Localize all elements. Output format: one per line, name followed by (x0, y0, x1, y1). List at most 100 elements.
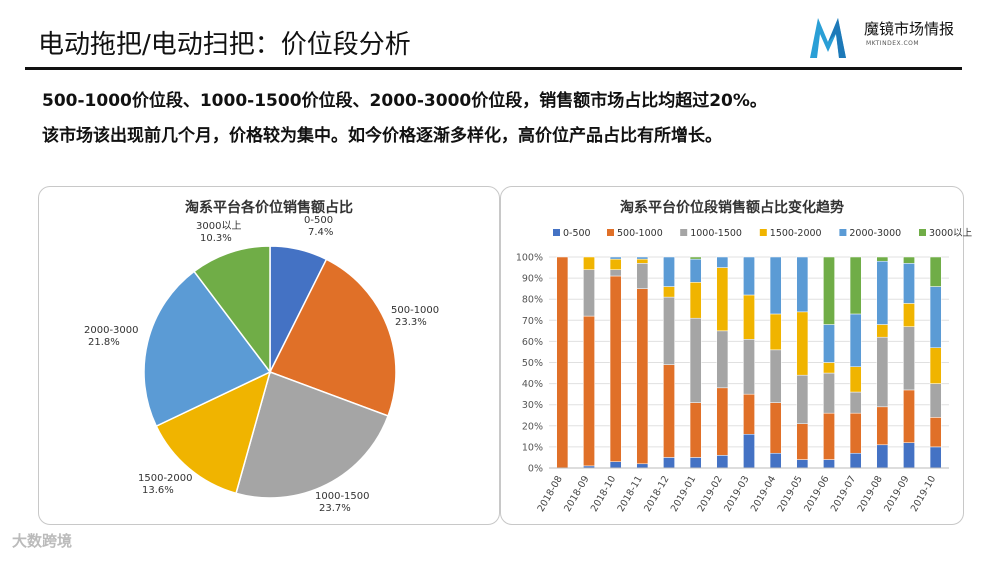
x-tick-label: 2019-02 (696, 474, 725, 514)
pie-label: 1500-2000 (138, 473, 193, 484)
y-tick-label: 60% (522, 337, 543, 348)
pie-slice-500-1000 (268, 258, 397, 417)
watermark: 大数跨境 (12, 532, 73, 550)
bar-segment-2000-3000 (823, 324, 835, 363)
bar-segment-1500-2000 (823, 362, 835, 374)
bar-segment-0-500 (823, 459, 835, 469)
legend-label: 3000以上 (929, 228, 973, 239)
y-tick-label: 10% (522, 442, 543, 453)
bar-segment-1000-1500 (903, 326, 915, 391)
bar-segment-500-1000 (743, 393, 755, 435)
bar-segment-1500-2000 (903, 303, 915, 327)
bar-segment-500-1000 (903, 389, 915, 443)
x-tick-label: 2018-12 (642, 474, 671, 514)
brand-logo-icon (810, 18, 846, 58)
bar-segment-2000-3000 (876, 260, 889, 325)
bar-segment-2000-3000 (609, 256, 622, 260)
bar-segment-1500-2000 (689, 282, 702, 319)
x-tick-label: 2019-09 (882, 474, 911, 514)
bar-segment-500-1000 (636, 288, 649, 465)
bar-segment-1000-1500 (769, 349, 782, 403)
bar-segment-1000-1500 (796, 374, 809, 424)
legend-label: 1000-1500 (690, 228, 742, 239)
bar-segment-0-500 (609, 461, 622, 469)
pie-pct-label: 10.3% (200, 233, 232, 244)
y-tick-label: 80% (522, 295, 543, 306)
bar-segment-500-1000 (796, 423, 809, 460)
x-tick-label: 2019-08 (856, 474, 885, 514)
bar-segment-2000-3000 (663, 256, 675, 287)
bar-segment-1000-1500 (823, 372, 835, 414)
bar-segment-1500-2000 (583, 256, 595, 270)
bar-segment-1500-2000 (716, 267, 729, 332)
bar-segment-500-1000 (876, 406, 889, 446)
pie-pct-label: 13.6% (142, 485, 174, 496)
bar-segment-0-500 (796, 459, 809, 469)
y-tick-label: 100% (516, 253, 543, 264)
bar-segment-3000以上 (903, 256, 915, 264)
pie-chart-panel: 淘系平台各价位销售额占比 0-500 7.4% 500-1000 23.3% 1000-… (38, 186, 500, 525)
stacked-bar-chart: 0% 10% 20% 30% 40% 50% 60% 70% 80% 90% 100% 0-500 50… (516, 228, 973, 514)
bar-segment-500-1000 (663, 364, 675, 458)
summary-line-2: 该市场该出现前几个月，价格较为集中。如今价格逐渐多样化，高价位产品占比有所增长。 (42, 126, 722, 146)
x-tick-label: 2018-11 (616, 474, 645, 514)
pie-label: 3000以上 (196, 220, 241, 232)
pie-pct-label: 23.3% (395, 317, 427, 328)
bar-segment-2000-3000 (796, 256, 809, 313)
bar-segment-500-1000 (849, 412, 862, 454)
bar-chart-panel: 淘系平台价位段销售额占比变化趋势 0% 10% 20% 30% 40% 50% 60% 70%… (500, 186, 973, 525)
bar-segment-1000-1500 (716, 330, 729, 389)
bar-segment-500-1000 (556, 256, 569, 469)
bar-segment-1500-2000 (636, 258, 649, 264)
x-tick-label: 2018-08 (536, 474, 565, 514)
bar-segment-2000-3000 (636, 256, 649, 260)
page-title: 电动拖把/电动扫把：价位段分析 (38, 30, 411, 60)
bar-segment-1500-2000 (876, 324, 889, 338)
bar-segment-3000以上 (689, 256, 702, 260)
pie-label: 1000-1500 (315, 491, 370, 502)
x-tick-label: 2019-05 (776, 474, 805, 514)
y-tick-label: 90% (522, 274, 543, 285)
bar-segment-3000以上 (849, 256, 862, 315)
legend-swatch (680, 229, 688, 236)
bar-segment-0-500 (716, 455, 729, 469)
bar-segment-1500-2000 (929, 347, 942, 384)
bar-segment-1000-1500 (849, 391, 862, 414)
bar-segment-3000以上 (876, 256, 889, 262)
pie-pct-label: 7.4% (308, 227, 333, 238)
bar-segment-1500-2000 (663, 286, 675, 298)
bar-segment-1000-1500 (876, 336, 889, 408)
pie-pct-label: 23.7% (319, 503, 351, 514)
bar-segment-1500-2000 (849, 366, 862, 393)
bar-segment-500-1000 (689, 402, 702, 458)
bar-segment-0-500 (663, 457, 675, 469)
bar-segment-500-1000 (769, 402, 782, 454)
summary-line-1: 500-1000价位段、1000-1500价位段、2000-3000价位段，销售… (42, 91, 767, 111)
legend-label: 0-500 (563, 228, 591, 239)
pie-label: 500-1000 (391, 305, 439, 316)
bar-segment-2000-3000 (849, 313, 862, 367)
bar-segment-1000-1500 (663, 296, 675, 365)
y-tick-label: 0% (528, 464, 543, 475)
bar-segment-0-500 (929, 446, 942, 469)
bar-chart-title: 淘系平台价位段销售额占比变化趋势 (620, 200, 844, 216)
pie-pct-label: 21.8% (88, 337, 120, 348)
bar-segment-1000-1500 (609, 269, 622, 277)
bar-segment-2000-3000 (929, 286, 942, 348)
bar-segment-1000-1500 (689, 317, 702, 403)
bar-segment-0-500 (743, 433, 755, 469)
y-tick-label: 20% (522, 421, 543, 432)
pie-slice-1000-1500 (235, 371, 390, 499)
bar-segment-500-1000 (583, 315, 595, 467)
legend-swatch (919, 229, 926, 236)
bar-segment-2000-3000 (689, 258, 702, 283)
bar-segment-2000-3000 (716, 256, 729, 268)
x-tick-label: 2019-03 (722, 474, 751, 514)
bar-segment-1500-2000 (796, 311, 809, 376)
pie-chart-title: 淘系平台各价位销售额占比 (185, 200, 353, 216)
bar-segment-0-500 (876, 444, 889, 469)
bar-segment-1500-2000 (609, 258, 622, 270)
pie-slice-2000-3000 (143, 270, 272, 428)
legend-swatch (759, 229, 767, 236)
bar-segment-2000-3000 (743, 256, 755, 296)
